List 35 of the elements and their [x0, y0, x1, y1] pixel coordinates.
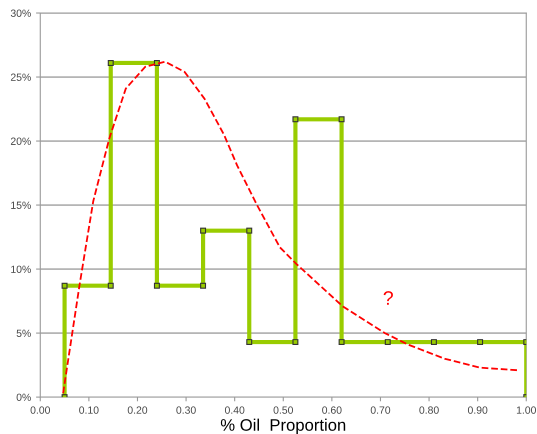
x-tick-label: 0.00 [30, 406, 50, 414]
x-tick-label: 0.60 [322, 406, 342, 414]
x-axis-title: % Oil Proportion [220, 418, 346, 434]
point [246, 228, 252, 234]
point [430, 339, 437, 346]
point [108, 282, 114, 289]
x-tick-label: 0.70 [370, 406, 390, 414]
y-tick-label: 10% [11, 266, 31, 273]
y-tick-label: 0% [16, 394, 31, 401]
point [246, 339, 252, 346]
annotation: ? [384, 291, 393, 305]
point [292, 339, 298, 346]
x-tick-label: 0.10 [79, 406, 99, 414]
point [154, 282, 160, 289]
x-tick-label: 0.30 [176, 406, 196, 414]
y-tick-label: 25% [10, 74, 31, 81]
y-tick-label: 15% [11, 202, 31, 209]
point [108, 60, 114, 66]
point [338, 116, 345, 122]
point [200, 282, 206, 289]
point [200, 228, 206, 234]
point [384, 339, 391, 346]
x-tick-label: 0.20 [128, 406, 148, 414]
point [477, 339, 484, 346]
x-tick-label: 0.50 [274, 406, 293, 414]
y-tick-label: 30% [10, 10, 31, 17]
y-tick-label: 5% [16, 330, 31, 337]
point [292, 116, 298, 122]
x-tick-label: 0.90 [468, 406, 488, 414]
point [62, 282, 68, 289]
x-tick-label: 0.80 [419, 406, 439, 414]
x-tick-label: 0.40 [224, 406, 244, 414]
x-tick-label: 1.00 [516, 406, 536, 414]
point [338, 339, 345, 346]
y-tick-label: 20% [10, 138, 31, 145]
